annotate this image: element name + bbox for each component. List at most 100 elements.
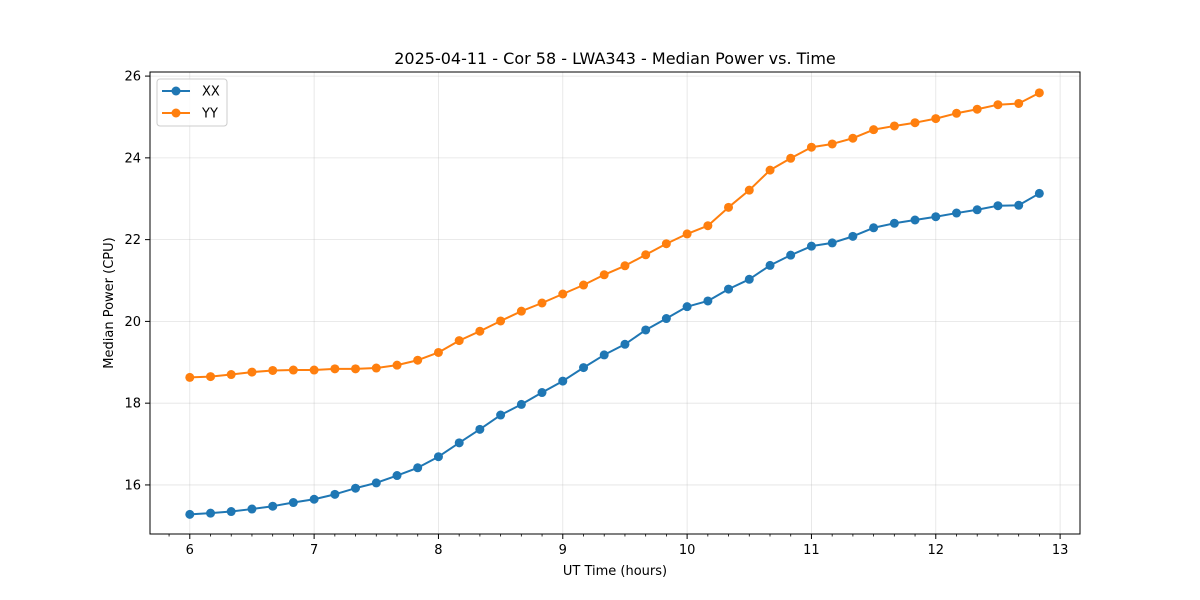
data-point-yy bbox=[309, 365, 319, 375]
data-point-xx bbox=[392, 471, 402, 481]
x-tick-label: 8 bbox=[434, 543, 442, 558]
data-point-yy bbox=[579, 280, 589, 290]
data-point-xx bbox=[869, 223, 879, 233]
data-point-xx bbox=[330, 489, 340, 499]
data-point-xx bbox=[993, 201, 1003, 211]
data-point-yy bbox=[827, 139, 837, 149]
data-point-yy bbox=[206, 372, 216, 382]
data-point-xx bbox=[288, 498, 298, 508]
x-tick-label: 11 bbox=[803, 543, 820, 558]
data-point-xx bbox=[558, 376, 568, 386]
data-point-xx bbox=[433, 452, 443, 462]
data-point-xx bbox=[661, 314, 671, 324]
y-tick-label: 20 bbox=[124, 315, 141, 330]
data-point-yy bbox=[558, 289, 568, 299]
data-point-yy bbox=[288, 365, 298, 375]
data-point-xx bbox=[931, 212, 941, 222]
data-point-xx bbox=[413, 463, 423, 473]
data-point-xx bbox=[744, 274, 754, 284]
data-point-xx bbox=[724, 284, 734, 294]
data-point-xx bbox=[1034, 188, 1044, 198]
data-point-xx bbox=[206, 508, 216, 518]
data-point-yy bbox=[910, 118, 920, 128]
chart-title: 2025-04-11 - Cor 58 - LWA343 - Median Po… bbox=[394, 49, 836, 68]
data-point-yy bbox=[765, 165, 775, 175]
data-point-xx bbox=[641, 325, 651, 335]
data-point-yy bbox=[185, 372, 195, 382]
data-point-yy bbox=[682, 229, 692, 239]
data-point-xx bbox=[247, 504, 257, 514]
data-point-xx bbox=[620, 339, 630, 349]
y-tick-label: 24 bbox=[124, 151, 141, 166]
y-tick-label: 16 bbox=[124, 478, 141, 493]
data-point-yy bbox=[952, 108, 962, 118]
x-tick-label: 10 bbox=[679, 543, 696, 558]
data-point-xx bbox=[309, 494, 319, 504]
data-point-yy bbox=[889, 121, 899, 131]
data-point-yy bbox=[724, 202, 734, 212]
data-point-yy bbox=[516, 306, 526, 316]
data-point-xx bbox=[806, 241, 816, 251]
data-point-xx bbox=[952, 208, 962, 218]
y-tick-label: 22 bbox=[124, 233, 141, 248]
data-point-xx bbox=[475, 424, 485, 434]
data-point-yy bbox=[392, 360, 402, 370]
data-point-xx bbox=[185, 509, 195, 519]
data-point-xx bbox=[786, 250, 796, 260]
y-tick-label: 26 bbox=[124, 70, 141, 85]
data-point-xx bbox=[910, 215, 920, 225]
data-point-xx bbox=[226, 507, 236, 517]
data-point-xx bbox=[371, 478, 381, 488]
data-point-yy bbox=[620, 261, 630, 271]
data-point-xx bbox=[889, 218, 899, 228]
data-point-xx bbox=[703, 296, 713, 306]
legend-label-yy: YY bbox=[201, 107, 218, 122]
legend: XX YY bbox=[156, 78, 228, 127]
data-point-yy bbox=[993, 100, 1003, 110]
y-tick-label: 18 bbox=[124, 397, 141, 412]
data-point-yy bbox=[226, 370, 236, 380]
data-point-yy bbox=[433, 347, 443, 357]
data-point-yy bbox=[641, 250, 651, 260]
x-tick-label: 6 bbox=[186, 543, 194, 558]
data-point-xx bbox=[848, 231, 858, 241]
data-point-yy bbox=[330, 364, 340, 374]
legend-entries: XX YY bbox=[162, 85, 220, 122]
x-axis-label: UT Time (hours) bbox=[563, 564, 667, 579]
series-layer bbox=[185, 88, 1044, 519]
data-point-yy bbox=[371, 363, 381, 373]
data-point-yy bbox=[661, 239, 671, 249]
x-tick-label: 9 bbox=[559, 543, 567, 558]
data-point-xx bbox=[579, 363, 589, 373]
data-point-xx bbox=[537, 388, 547, 398]
x-tick-label: 12 bbox=[928, 543, 945, 558]
data-point-yy bbox=[454, 336, 464, 346]
data-point-yy bbox=[931, 114, 941, 124]
data-point-yy bbox=[806, 142, 816, 152]
data-point-yy bbox=[972, 104, 982, 114]
data-point-yy bbox=[869, 125, 879, 135]
data-point-yy bbox=[351, 364, 361, 374]
y-axis-ticks: 16 18 20 22 24 26 bbox=[124, 70, 150, 493]
data-point-xx bbox=[351, 483, 361, 493]
data-point-xx bbox=[496, 410, 506, 420]
x-axis-ticks: 6 7 8 9 10 11 12 13 bbox=[168, 534, 1069, 558]
data-point-yy bbox=[1014, 98, 1024, 108]
data-point-yy bbox=[599, 270, 609, 280]
data-point-yy bbox=[1034, 88, 1044, 98]
data-point-xx bbox=[1014, 200, 1024, 210]
data-point-yy bbox=[496, 316, 506, 326]
data-point-xx bbox=[682, 302, 692, 312]
data-point-xx bbox=[827, 238, 837, 248]
y-axis-label: Median Power (CPU) bbox=[102, 237, 117, 368]
data-point-yy bbox=[475, 326, 485, 336]
data-point-xx bbox=[268, 501, 278, 511]
x-tick-label: 13 bbox=[1052, 543, 1069, 558]
grid bbox=[150, 72, 1080, 534]
data-point-yy bbox=[268, 365, 278, 375]
data-point-xx bbox=[765, 260, 775, 270]
data-point-xx bbox=[454, 438, 464, 448]
x-tick-label: 7 bbox=[310, 543, 318, 558]
plot-frame bbox=[149, 71, 1081, 535]
